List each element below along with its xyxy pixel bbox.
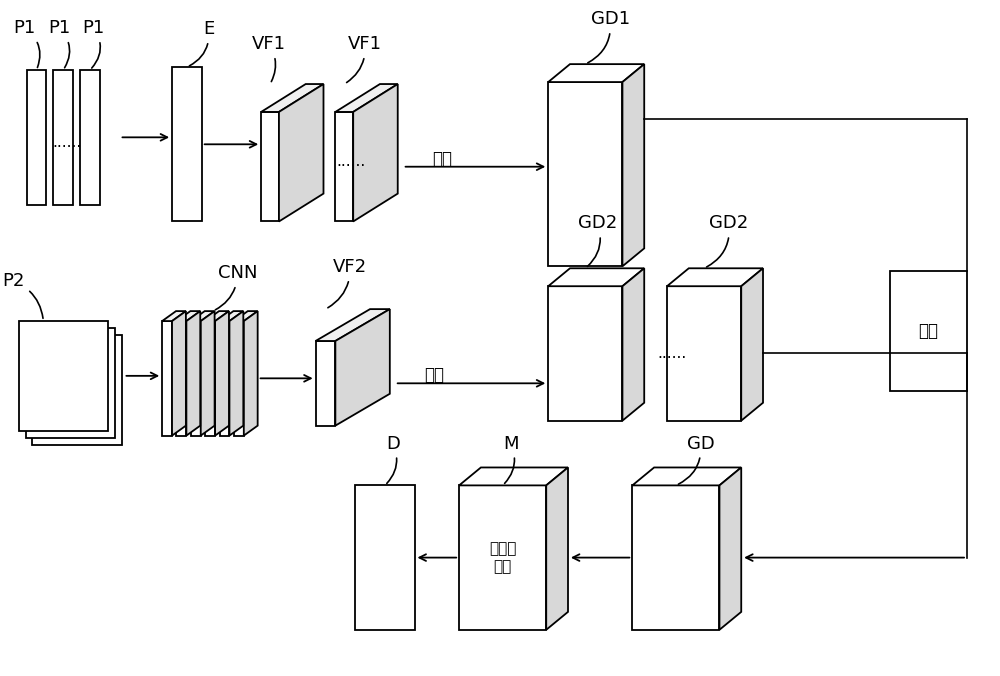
Text: P2: P2 — [2, 272, 43, 318]
Polygon shape — [205, 311, 229, 321]
Polygon shape — [632, 468, 741, 485]
Bar — [26, 328, 115, 437]
Bar — [667, 286, 741, 420]
Polygon shape — [622, 268, 644, 420]
Bar — [191, 321, 201, 435]
Bar — [234, 321, 244, 435]
Polygon shape — [215, 311, 229, 435]
Polygon shape — [186, 311, 200, 435]
Polygon shape — [622, 64, 644, 266]
Text: P1: P1 — [13, 20, 40, 68]
Text: ......: ...... — [337, 154, 366, 169]
Polygon shape — [279, 84, 323, 222]
Bar — [80, 70, 100, 205]
Polygon shape — [316, 341, 335, 426]
Text: GD2: GD2 — [578, 214, 617, 266]
Text: GD: GD — [678, 435, 715, 484]
Bar — [27, 70, 46, 205]
Polygon shape — [667, 268, 763, 286]
Polygon shape — [261, 84, 323, 112]
Text: D: D — [386, 435, 400, 483]
Polygon shape — [201, 311, 215, 435]
Polygon shape — [172, 311, 186, 435]
Bar — [548, 286, 622, 420]
Polygon shape — [220, 311, 243, 321]
Polygon shape — [176, 311, 200, 321]
Polygon shape — [244, 311, 258, 435]
Text: VF1: VF1 — [252, 35, 286, 82]
Polygon shape — [335, 84, 398, 112]
Text: ......: ...... — [657, 346, 687, 361]
Polygon shape — [335, 309, 390, 426]
Polygon shape — [548, 64, 644, 82]
Bar — [32, 335, 122, 445]
Text: 计算: 计算 — [918, 322, 938, 340]
Bar — [205, 321, 215, 435]
Text: GD1: GD1 — [588, 10, 630, 63]
Text: P1: P1 — [83, 20, 105, 68]
Bar — [19, 321, 108, 431]
Bar — [162, 321, 172, 435]
Bar — [220, 321, 229, 435]
Text: E: E — [189, 20, 214, 66]
Bar — [176, 321, 186, 435]
Polygon shape — [162, 311, 186, 321]
Bar — [53, 70, 73, 205]
Text: CNN: CNN — [215, 264, 257, 310]
Text: 构造: 构造 — [424, 366, 444, 385]
Text: P1: P1 — [48, 20, 70, 68]
Polygon shape — [548, 268, 644, 286]
Text: GD2: GD2 — [707, 214, 748, 267]
Bar — [459, 485, 546, 630]
Polygon shape — [229, 311, 243, 435]
Bar — [355, 485, 415, 630]
Polygon shape — [741, 268, 763, 420]
Text: 构造: 构造 — [432, 150, 452, 168]
Text: ......: ...... — [52, 135, 81, 150]
Text: M: M — [503, 435, 518, 483]
Text: 高斯离
散化: 高斯离 散化 — [489, 541, 516, 574]
Bar — [172, 67, 202, 222]
Polygon shape — [546, 468, 568, 630]
Bar — [890, 271, 967, 391]
Polygon shape — [191, 311, 215, 321]
Polygon shape — [459, 468, 568, 485]
Polygon shape — [719, 468, 741, 630]
Polygon shape — [316, 309, 390, 341]
Text: VF2: VF2 — [328, 258, 367, 308]
Bar — [632, 485, 719, 630]
Text: VF1: VF1 — [347, 35, 382, 82]
Polygon shape — [353, 84, 398, 222]
Polygon shape — [261, 112, 279, 222]
Polygon shape — [234, 311, 258, 321]
Polygon shape — [335, 112, 353, 222]
Bar — [548, 82, 622, 266]
